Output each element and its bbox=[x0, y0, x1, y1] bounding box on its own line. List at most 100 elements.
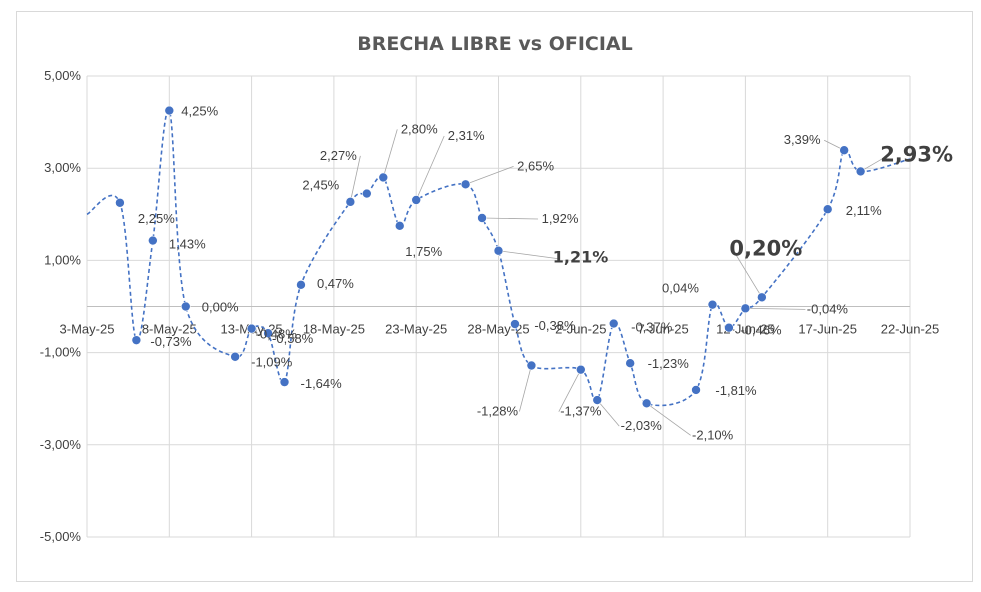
data-point bbox=[131, 335, 142, 345]
line-chart: BRECHA LIBRE vs OFICIAL 5,00% 3,00% 1,00% -… bbox=[40, 33, 953, 544]
y-tick-label: 5,00% bbox=[44, 68, 81, 83]
data-point bbox=[855, 166, 866, 177]
data-label: 0,00% bbox=[202, 300, 239, 315]
leader-line bbox=[558, 369, 582, 412]
data-point bbox=[707, 299, 718, 310]
data-label: -1,23% bbox=[648, 356, 690, 371]
data-point bbox=[740, 303, 751, 314]
y-axis: 5,00% 3,00% 1,00% -1,00% -3,00% -5,00% bbox=[40, 68, 82, 544]
leader-line bbox=[596, 399, 620, 427]
data-point bbox=[625, 358, 635, 369]
data-point bbox=[164, 105, 175, 116]
data-label: -1,09% bbox=[251, 355, 293, 370]
data-label: 2,31% bbox=[448, 128, 485, 143]
data-point bbox=[460, 179, 471, 190]
x-tick-label: 23-May-25 bbox=[385, 322, 447, 337]
data-point bbox=[839, 145, 849, 156]
data-point bbox=[510, 319, 520, 329]
chart-frame: BRECHA LIBRE vs OFICIAL 5,00% 3,00% 1,00% -… bbox=[16, 11, 973, 582]
leader-line bbox=[465, 165, 514, 185]
data-label: 3,39% bbox=[784, 132, 821, 147]
x-tick-label: 22-Jun-25 bbox=[881, 322, 940, 337]
x-tick-label: 2-Jun-25 bbox=[555, 322, 606, 337]
x-tick-label: 17-Jun-25 bbox=[798, 322, 857, 337]
leader-line bbox=[745, 307, 806, 310]
data-label: 2,45% bbox=[302, 178, 339, 193]
leader-line bbox=[498, 250, 559, 260]
data-point bbox=[296, 280, 306, 290]
y-tick-label: 3,00% bbox=[44, 160, 81, 175]
leader-line bbox=[382, 129, 398, 178]
leader-line bbox=[519, 365, 532, 412]
data-point bbox=[575, 364, 586, 375]
data-label: 4,25% bbox=[181, 104, 218, 119]
data-point bbox=[822, 204, 833, 215]
leader-line bbox=[482, 217, 539, 220]
data-point bbox=[592, 395, 603, 405]
data-label: 2,93% bbox=[880, 142, 953, 166]
leader-line bbox=[415, 135, 445, 201]
y-tick-label: -5,00% bbox=[40, 529, 82, 544]
data-point bbox=[526, 360, 537, 371]
data-label: -0,73% bbox=[150, 334, 192, 349]
x-tick-label: 3-May-25 bbox=[60, 322, 115, 337]
x-tick-label: 18-May-25 bbox=[303, 322, 365, 337]
data-point bbox=[345, 197, 356, 207]
leader-line bbox=[646, 402, 691, 436]
data-label: -1,64% bbox=[301, 376, 343, 391]
y-tick-label: 1,00% bbox=[44, 252, 81, 267]
x-tick-label: 7-Jun-25 bbox=[637, 322, 688, 337]
data-point bbox=[230, 351, 240, 362]
data-point bbox=[378, 172, 389, 183]
data-label: 2,80% bbox=[401, 121, 438, 136]
data-point bbox=[148, 235, 158, 246]
x-tick-label: 28-May-25 bbox=[467, 322, 529, 337]
data-label: 2,11% bbox=[846, 203, 882, 218]
data-points bbox=[115, 105, 866, 409]
data-point bbox=[246, 323, 257, 334]
data-point bbox=[608, 318, 619, 329]
data-label: -2,03% bbox=[621, 418, 663, 433]
data-label: -0,37% bbox=[631, 320, 673, 335]
data-point bbox=[724, 322, 734, 333]
data-label: 0,47% bbox=[317, 276, 354, 291]
data-label: 1,92% bbox=[542, 211, 579, 226]
data-label: 1,43% bbox=[169, 237, 206, 252]
data-label: -0,58% bbox=[272, 331, 314, 346]
data-point bbox=[411, 195, 422, 205]
data-point bbox=[180, 301, 191, 312]
data-label: 2,65% bbox=[517, 158, 554, 173]
data-point bbox=[757, 292, 767, 303]
y-tick-label: -1,00% bbox=[40, 345, 82, 360]
data-point bbox=[279, 377, 290, 387]
data-point bbox=[493, 245, 504, 256]
data-point bbox=[641, 398, 652, 409]
data-point bbox=[477, 213, 487, 223]
data-point bbox=[691, 385, 701, 395]
leader-line bbox=[733, 251, 763, 298]
data-labels: 2,25%-0,73%1,43%4,25%0,00%-1,09%-0,48%-0… bbox=[138, 104, 953, 443]
data-label: -1,28% bbox=[477, 404, 519, 419]
data-point bbox=[362, 188, 372, 199]
leader-line bbox=[349, 155, 361, 202]
x-tick-label: 8-May-25 bbox=[142, 322, 197, 337]
data-point bbox=[394, 221, 405, 231]
data-label: -2,10% bbox=[692, 427, 734, 442]
data-label: -0,38% bbox=[534, 318, 576, 333]
data-label: -1,37% bbox=[560, 404, 602, 419]
data-label: -0,04% bbox=[807, 301, 849, 316]
label-leader-lines bbox=[349, 129, 885, 436]
data-point bbox=[115, 197, 125, 208]
y-tick-label: -3,00% bbox=[40, 437, 82, 452]
chart-title: BRECHA LIBRE vs OFICIAL bbox=[357, 33, 632, 55]
data-label: -0,48% bbox=[256, 327, 298, 342]
data-label: -0,46% bbox=[740, 323, 782, 338]
data-label: 0,04% bbox=[662, 281, 699, 296]
data-label: 0,20% bbox=[729, 236, 802, 260]
data-label: -1,81% bbox=[715, 383, 757, 398]
data-point bbox=[263, 328, 273, 339]
data-label: 1,21% bbox=[553, 248, 609, 267]
data-label: 2,27% bbox=[320, 148, 357, 163]
data-label: 1,75% bbox=[405, 244, 442, 259]
data-label: 2,25% bbox=[138, 211, 175, 226]
